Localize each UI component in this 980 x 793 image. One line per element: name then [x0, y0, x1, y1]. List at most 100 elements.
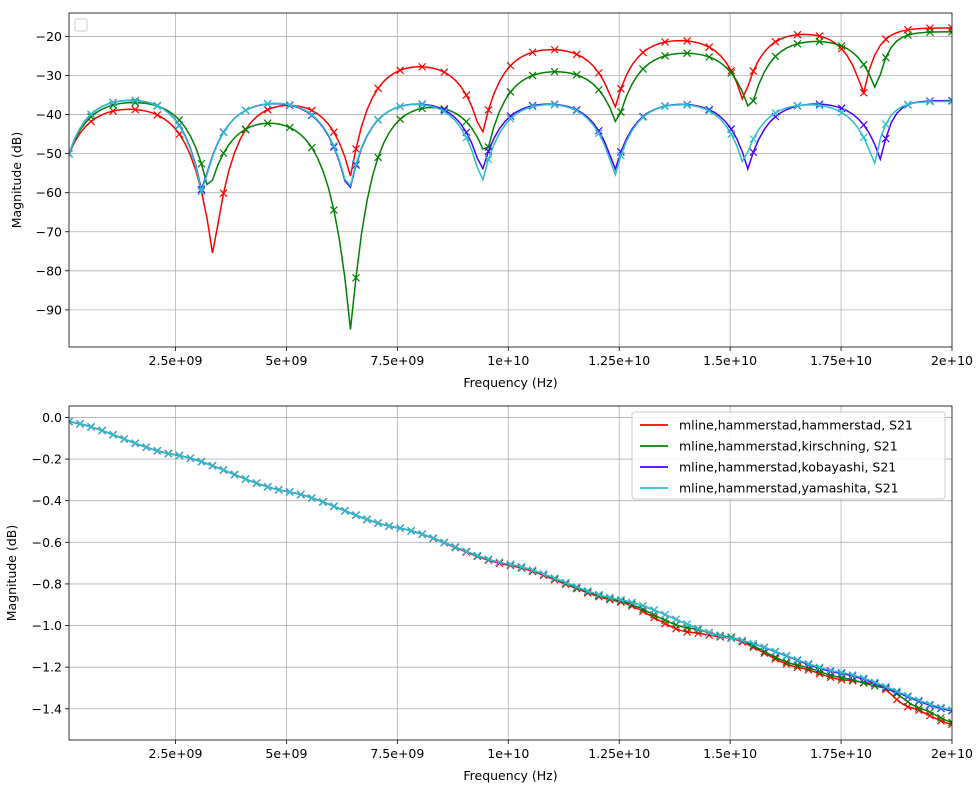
- data-point-marker: [661, 51, 669, 60]
- data-point-marker: [285, 123, 294, 132]
- data-point-marker: [926, 97, 934, 106]
- data-point-marker: [771, 653, 780, 662]
- y-tick-label: −20: [36, 29, 62, 44]
- data-point-marker: [948, 706, 952, 715]
- data-point-marker: [749, 639, 758, 648]
- y-axis-label: Magnitude (dB): [4, 525, 19, 621]
- data-point-marker: [285, 487, 294, 496]
- data-point-marker: [605, 593, 614, 602]
- y-tick-label: −0.2: [32, 452, 62, 467]
- data-point-marker: [484, 106, 493, 114]
- data-point-marker: [329, 141, 338, 150]
- data-point-marker: [263, 482, 272, 491]
- legend-label-kirschning: mline,hammerstad,kirschning, S21: [679, 439, 898, 454]
- data-point-marker: [749, 67, 758, 76]
- data-point-marker: [727, 130, 736, 138]
- data-point-marker: [219, 189, 228, 198]
- data-point-marker: [650, 606, 658, 614]
- data-point-marker: [837, 668, 846, 677]
- data-point-marker: [98, 426, 107, 435]
- data-point-marker: [881, 120, 890, 129]
- data-point-marker: [859, 60, 868, 69]
- data-point-marker: [352, 159, 360, 168]
- data-point-marker: [329, 128, 338, 137]
- axes-frame: [68, 405, 953, 741]
- data-point-marker: [418, 530, 427, 539]
- data-point-marker: [418, 62, 427, 71]
- data-point-marker: [550, 67, 559, 76]
- data-point-marker: [572, 583, 581, 591]
- data-point-marker: [815, 663, 824, 672]
- data-point-marker: [661, 610, 669, 619]
- data-point-marker: [771, 647, 780, 656]
- data-point-marker: [926, 708, 934, 717]
- data-point-marker: [109, 430, 118, 439]
- data-point-marker: [186, 454, 195, 463]
- data-point-marker: [738, 636, 747, 645]
- data-point-marker: [793, 655, 802, 664]
- data-point-marker: [517, 563, 526, 571]
- x-tick-label: 5e+09: [265, 353, 307, 368]
- x-tick-label: 2.5e+09: [149, 353, 203, 368]
- data-point-marker: [396, 115, 405, 124]
- x-tick-label: 1.5e+10: [703, 353, 757, 368]
- y-tick-label: −1.2: [32, 660, 62, 675]
- data-point-marker: [572, 70, 581, 79]
- data-point-marker: [307, 143, 316, 152]
- data-point-marker: [440, 538, 449, 547]
- data-point-marker: [241, 475, 250, 483]
- data-point-marker: [539, 570, 548, 578]
- data-point-marker: [771, 37, 780, 46]
- legend-label-hammerstad: mline,hammerstad,hammerstad, S21: [679, 418, 913, 433]
- data-point-marker: [661, 102, 669, 111]
- data-point-marker: [274, 485, 283, 494]
- data-point-marker: [197, 457, 206, 466]
- data-point-marker: [69, 417, 73, 426]
- y-tick-label: 0.0: [42, 410, 62, 425]
- data-point-marker: [528, 71, 537, 80]
- y-tick-label: −70: [36, 224, 62, 239]
- data-point-marker: [307, 110, 316, 119]
- y-tick-label: −1.4: [32, 701, 62, 716]
- data-point-marker: [815, 101, 824, 110]
- data-point-marker: [131, 439, 140, 448]
- series-markers-yamashita: [69, 96, 952, 196]
- data-point-marker: [219, 128, 228, 137]
- x-tick-label: 1e+10: [487, 353, 529, 368]
- data-point-marker: [848, 670, 857, 679]
- data-point-marker: [616, 108, 625, 116]
- data-point-marker: [374, 115, 382, 124]
- data-point-marker: [87, 112, 95, 121]
- data-point-marker: [506, 61, 515, 70]
- data-point-marker: [550, 45, 559, 54]
- data-point-marker: [859, 674, 868, 683]
- data-point-marker: [484, 155, 493, 164]
- data-point-marker: [771, 52, 780, 61]
- y-tick-label: −30: [36, 68, 62, 83]
- data-point-marker: [473, 551, 482, 560]
- data-point-marker: [837, 42, 846, 50]
- data-point-marker: [749, 148, 758, 157]
- data-point-marker: [837, 669, 846, 678]
- data-point-marker: [528, 566, 537, 575]
- data-point-marker: [396, 524, 405, 533]
- data-point-marker: [120, 435, 129, 443]
- y-tick-label: −60: [36, 185, 62, 200]
- data-point-marker: [230, 470, 239, 479]
- data-point-marker: [263, 105, 272, 114]
- data-point-marker: [903, 100, 912, 109]
- data-point-marker: [892, 687, 901, 696]
- y-tick-label: −0.8: [32, 576, 62, 591]
- data-point-marker: [341, 506, 349, 515]
- data-point-marker: [142, 443, 151, 452]
- data-point-marker: [793, 30, 802, 39]
- data-point-marker: [672, 615, 680, 624]
- data-point-marker: [175, 451, 184, 460]
- data-point-marker: [804, 659, 813, 668]
- data-point-marker: [594, 68, 603, 77]
- data-point-marker: [329, 502, 338, 511]
- data-point-marker: [219, 149, 228, 158]
- x-tick-label: 2e+10: [931, 353, 973, 368]
- data-point-marker: [616, 597, 625, 605]
- data-point-marker: [318, 497, 327, 506]
